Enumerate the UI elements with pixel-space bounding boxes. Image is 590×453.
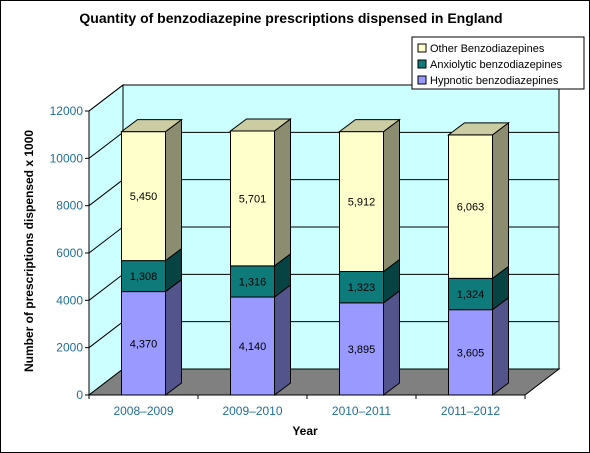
data-label: 1,316: [239, 276, 267, 288]
bar-segment: [230, 130, 275, 267]
data-label: 3,895: [348, 344, 376, 356]
data-label: 6,063: [457, 202, 485, 214]
bar-side: [165, 278, 182, 396]
legend-entry: Anxiolytic benzodiazepines: [430, 59, 563, 71]
y-tick-label: 12000: [50, 104, 84, 118]
legend-box: [411, 36, 585, 90]
bar-top: [447, 122, 510, 136]
bar-top: [338, 119, 401, 133]
legend-swatch: [417, 59, 427, 69]
data-label: 3,605: [457, 347, 485, 359]
data-label: 1,323: [348, 282, 376, 294]
y-tick-label: 8000: [56, 199, 83, 213]
legend-swatch: [417, 75, 427, 85]
y-axis-title: Number of prescriptions dispensed x 1000: [22, 130, 36, 372]
y-tick-label: 6000: [56, 246, 83, 260]
bar-segment: [121, 291, 166, 396]
x-tick-label: 2010–2011: [332, 404, 392, 418]
data-label: 5,912: [348, 197, 376, 209]
bar-side: [383, 118, 400, 273]
bar-segment: [448, 134, 493, 279]
y-tick-label: 4000: [56, 293, 83, 307]
y-tick-label: 10000: [50, 151, 84, 165]
x-tick-label: 2011–2012: [441, 404, 501, 418]
chart-title: Quantity of benzodiazepine prescriptions…: [79, 10, 502, 26]
legend-swatch: [417, 43, 427, 53]
bar-top: [119, 119, 184, 133]
bar-segment: [339, 271, 384, 304]
y-tick-label: 2000: [56, 341, 83, 355]
bar-side: [492, 121, 509, 280]
data-label: 1,308: [130, 271, 158, 283]
x-tick-label: 2008–2009: [113, 404, 173, 418]
bar-side: [383, 289, 400, 396]
data-label: 1,324: [457, 289, 485, 301]
data-label: 4,370: [130, 338, 158, 350]
legend-entry: Hypnotic benzodiazepines: [430, 75, 559, 87]
legend-entry: Other Benzodiazepines: [430, 43, 545, 55]
y-tick-label: 0: [76, 388, 83, 402]
data-label: 5,450: [130, 191, 158, 203]
data-label: 5,701: [239, 193, 267, 205]
bar-top: [229, 118, 292, 132]
data-label: 4,140: [239, 341, 267, 353]
bar-side: [274, 117, 291, 267]
bar-segment: [448, 309, 493, 396]
x-axis-title: Year: [292, 424, 318, 438]
bar-side: [274, 284, 291, 396]
plot-area: 0 2000 4000 6000 8000 10000 12000 4,370 1,308 5,4…: [50, 83, 561, 418]
bar-side: [492, 296, 509, 396]
x-tick-label: 2009–2010: [222, 404, 282, 418]
bar-side: [165, 118, 182, 262]
legend: Other Benzodiazepines Anxiolytic benzodia…: [411, 36, 585, 90]
bar-segment: [121, 260, 166, 293]
bar-segment: [339, 302, 384, 396]
